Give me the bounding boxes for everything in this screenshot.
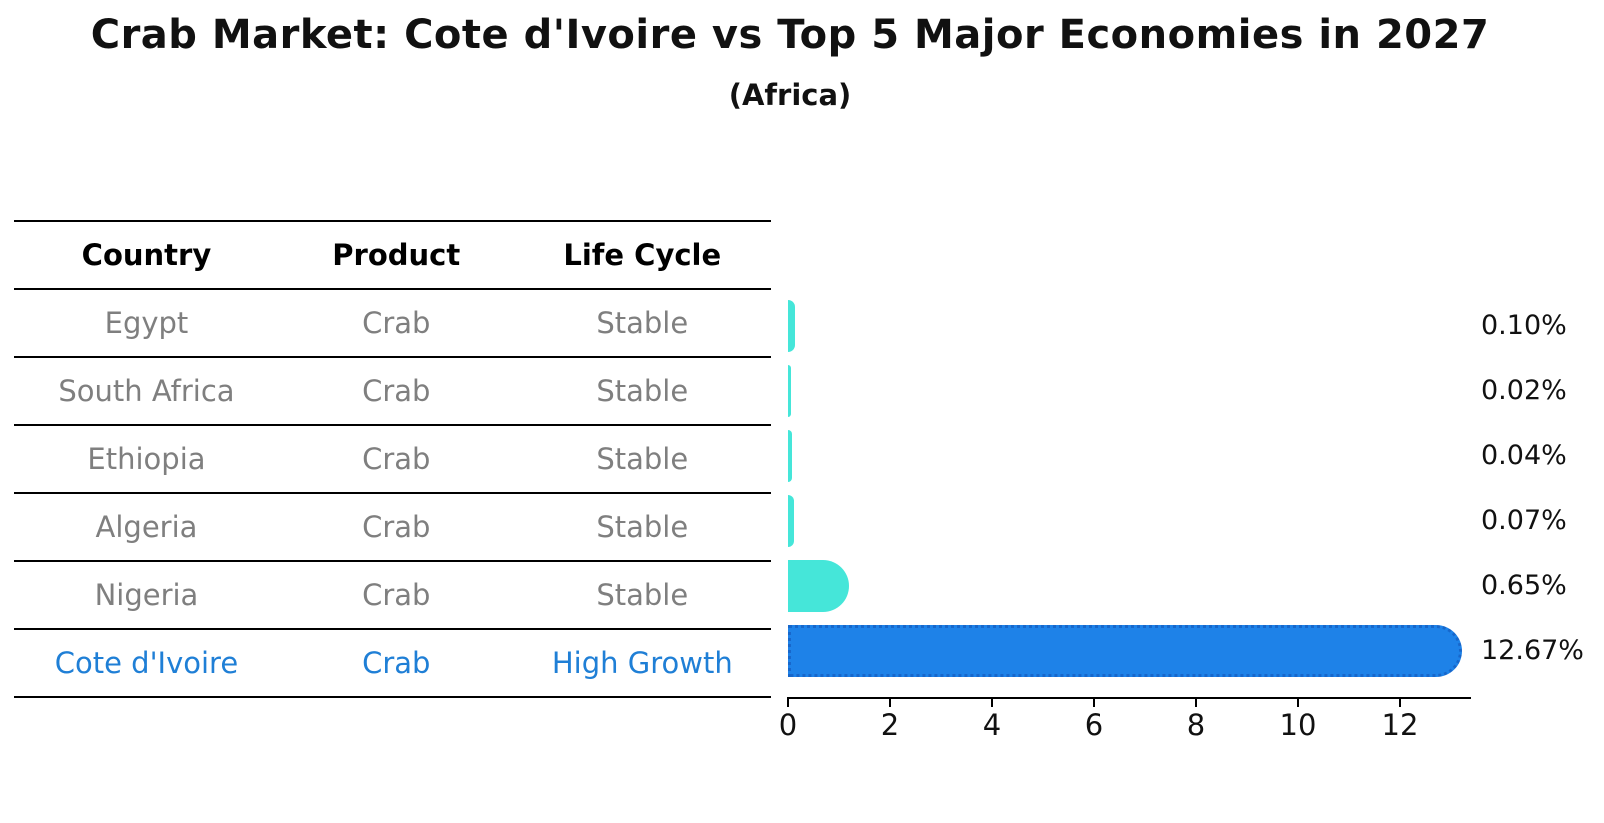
x-axis-tick-label: 10 xyxy=(1279,708,1317,742)
bar-value-label: 0.04% xyxy=(1481,440,1567,471)
table-cell-life-cycle: Stable xyxy=(596,374,689,408)
table-cell-life-cycle: Stable xyxy=(596,306,689,340)
chart-bar-south-africa xyxy=(788,365,792,417)
chart-bar-ethiopia xyxy=(788,430,793,482)
table-cell-product: Crab xyxy=(362,510,431,544)
page-title: Crab Market: Cote d'Ivoire vs Top 5 Majo… xyxy=(90,12,1490,58)
table-row: Egypt Crab Stable xyxy=(14,290,771,358)
table-header-country: Country xyxy=(81,238,212,272)
table-row: Cote d'Ivoire Crab High Growth xyxy=(14,630,771,698)
table-cell-product: Crab xyxy=(362,578,431,612)
table-cell-country: Algeria xyxy=(95,510,198,544)
table-header-row: Country Product Life Cycle xyxy=(14,222,771,290)
x-axis-tick xyxy=(1297,697,1299,707)
table-cell-life-cycle: High Growth xyxy=(551,646,733,680)
x-axis-tick-label: 12 xyxy=(1381,708,1419,742)
bar-value-label: 12.67% xyxy=(1481,635,1584,666)
chart-bar-cote-d-ivoire xyxy=(788,625,1463,677)
x-axis-tick xyxy=(1195,697,1197,707)
x-axis-tick-label: 2 xyxy=(880,708,900,742)
table-cell-product: Crab xyxy=(362,442,431,476)
table-cell-life-cycle: Stable xyxy=(596,442,689,476)
table-cell-product: Crab xyxy=(362,374,431,408)
x-axis-line xyxy=(787,697,1471,699)
x-axis-tick-label: 4 xyxy=(982,708,1002,742)
x-axis-tick xyxy=(991,697,993,707)
table-header-life-cycle: Life Cycle xyxy=(563,238,722,272)
table-cell-country: Egypt xyxy=(104,306,189,340)
x-axis-tick-label: 0 xyxy=(778,708,798,742)
table-row: Ethiopia Crab Stable xyxy=(14,426,771,494)
table-cell-country: Ethiopia xyxy=(87,442,206,476)
table-cell-country: Nigeria xyxy=(94,578,199,612)
bar-value-label: 0.10% xyxy=(1481,310,1567,341)
table-cell-country: Cote d'Ivoire xyxy=(54,646,239,680)
bar-value-label: 0.07% xyxy=(1481,505,1567,536)
table-cell-life-cycle: Stable xyxy=(596,578,689,612)
x-axis-tick xyxy=(1093,697,1095,707)
bar-value-label: 0.02% xyxy=(1481,375,1567,406)
table-row: Algeria Crab Stable xyxy=(14,494,771,562)
chart-bar-egypt xyxy=(788,300,796,352)
page-subtitle: (Africa) xyxy=(728,78,852,112)
table-cell-country: South Africa xyxy=(58,374,235,408)
x-axis-tick xyxy=(1399,697,1401,707)
market-table: Country Product Life Cycle Egypt Crab Stab… xyxy=(14,220,771,698)
chart-bar-nigeria xyxy=(788,560,850,612)
table-cell-life-cycle: Stable xyxy=(596,510,689,544)
table-row: Nigeria Crab Stable xyxy=(14,562,771,630)
x-axis-tick xyxy=(889,697,891,707)
x-axis-tick xyxy=(787,697,789,707)
x-axis-tick-label: 6 xyxy=(1084,708,1104,742)
table-cell-product: Crab xyxy=(362,306,431,340)
x-axis-tick-label: 8 xyxy=(1186,708,1206,742)
table-header-product: Product xyxy=(332,238,461,272)
table-row: South Africa Crab Stable xyxy=(14,358,771,426)
chart-bar-algeria xyxy=(788,495,794,547)
table-cell-product: Crab xyxy=(362,646,431,680)
bar-value-label: 0.65% xyxy=(1481,570,1567,601)
